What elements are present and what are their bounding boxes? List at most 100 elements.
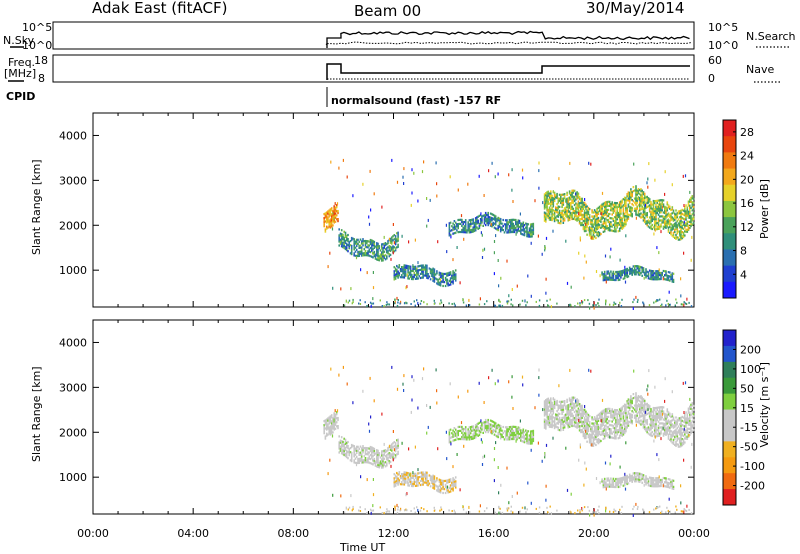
echo-cell: [472, 425, 474, 428]
echo-cell: [340, 245, 343, 248]
echo-cell: [538, 161, 540, 165]
echo-cell: [548, 399, 551, 402]
echo-cell: [630, 405, 632, 408]
echo-cell: [397, 243, 399, 246]
echo-cell: [334, 214, 337, 217]
echo-cell: [658, 422, 661, 425]
echo-cell: [518, 428, 521, 431]
echo-cell: [610, 270, 612, 273]
echo-cell: [656, 416, 658, 419]
echo-cell: [445, 223, 447, 227]
echo-cell: [328, 432, 330, 435]
y-tick-label: 3000: [59, 381, 87, 394]
echo-cell: [575, 415, 577, 418]
echo-cell: [588, 218, 591, 221]
echo-cell: [459, 218, 462, 221]
echo-cell: [585, 211, 587, 214]
echo-cell: [567, 426, 570, 429]
echo-cell: [562, 199, 565, 202]
echo-cell: [548, 194, 551, 197]
echo-cell: [677, 222, 680, 225]
echo-cell: [378, 464, 381, 467]
echo-cell: [338, 447, 340, 450]
echo-cell: [581, 410, 583, 413]
echo-cell: [643, 415, 646, 419]
echo-cell: [622, 222, 625, 225]
echo-cell: [638, 201, 641, 204]
echo-cell: [334, 417, 337, 420]
echo-cell: [595, 431, 597, 434]
echo-cell: [513, 435, 516, 439]
echo-cell: [635, 420, 637, 423]
echo-cell: [552, 190, 554, 194]
echo-cell: [383, 235, 385, 239]
echo-cell: [342, 243, 344, 247]
echo-cell: [323, 213, 325, 216]
echo-cell: [347, 440, 349, 444]
echo-cell: [595, 429, 597, 432]
echo-cell: [562, 221, 565, 224]
echo-cell: [374, 253, 377, 256]
echo-cell: [566, 209, 568, 213]
echo-cell: [585, 219, 587, 222]
echo-cell: [586, 221, 588, 224]
echo-cell: [452, 282, 454, 285]
echo-cell: [657, 414, 660, 417]
echo-cell: [646, 181, 648, 185]
echo-cell: [494, 426, 497, 429]
echo-cell: [340, 442, 343, 445]
echo-cell: [562, 420, 565, 423]
echo-cell: [486, 217, 488, 221]
echo-cell: [675, 215, 677, 218]
echo-cell: [478, 303, 481, 306]
echo-cell: [364, 246, 367, 249]
echo-cell: [628, 195, 631, 198]
echo-cell: [364, 252, 367, 255]
echo-cell: [627, 275, 630, 278]
echo-cell: [343, 244, 345, 247]
echo-cell: [671, 216, 674, 219]
echo-cell: [464, 221, 467, 224]
echo-cell: [367, 459, 369, 462]
echo-cell: [369, 169, 371, 173]
echo-cell: [595, 230, 597, 233]
echo-cell: [330, 219, 333, 222]
echo-cell: [516, 430, 518, 433]
echo-cell: [623, 425, 626, 428]
echo-cell: [501, 435, 503, 438]
echo-cell: [578, 222, 581, 225]
echo-cell: [653, 433, 656, 436]
echo-cell: [590, 440, 592, 443]
echo-cell: [566, 214, 568, 217]
echo-cell: [555, 216, 557, 219]
echo-cell: [454, 432, 457, 435]
echo-cell: [555, 194, 557, 197]
echo-cell: [398, 264, 401, 267]
echo-cell: [522, 436, 525, 439]
echo-cell: [483, 247, 486, 251]
echo-cell: [625, 405, 627, 409]
echo-cell: [674, 222, 676, 225]
echo-cell: [332, 220, 334, 223]
echo-cell: [674, 423, 676, 426]
echo-cell: [675, 416, 677, 419]
echo-cell: [562, 408, 565, 411]
echo-cell: [628, 406, 631, 409]
echo-cell: [605, 302, 607, 306]
echo-cell: [573, 406, 576, 410]
echo-cell: [635, 394, 637, 397]
echo-cell: [424, 475, 427, 478]
echo-cell: [499, 433, 502, 436]
echo-cell: [414, 474, 417, 477]
echo-cell: [449, 221, 452, 224]
echo-cell: [652, 278, 655, 281]
echo-cell: [666, 416, 669, 419]
echo-cell: [352, 298, 354, 301]
echo-cell: [617, 437, 620, 440]
echo-cell: [526, 442, 528, 445]
echo-cell: [394, 277, 397, 280]
echo-cell: [522, 176, 524, 180]
echo-cell: [586, 213, 588, 216]
echo-cell: [613, 201, 616, 205]
